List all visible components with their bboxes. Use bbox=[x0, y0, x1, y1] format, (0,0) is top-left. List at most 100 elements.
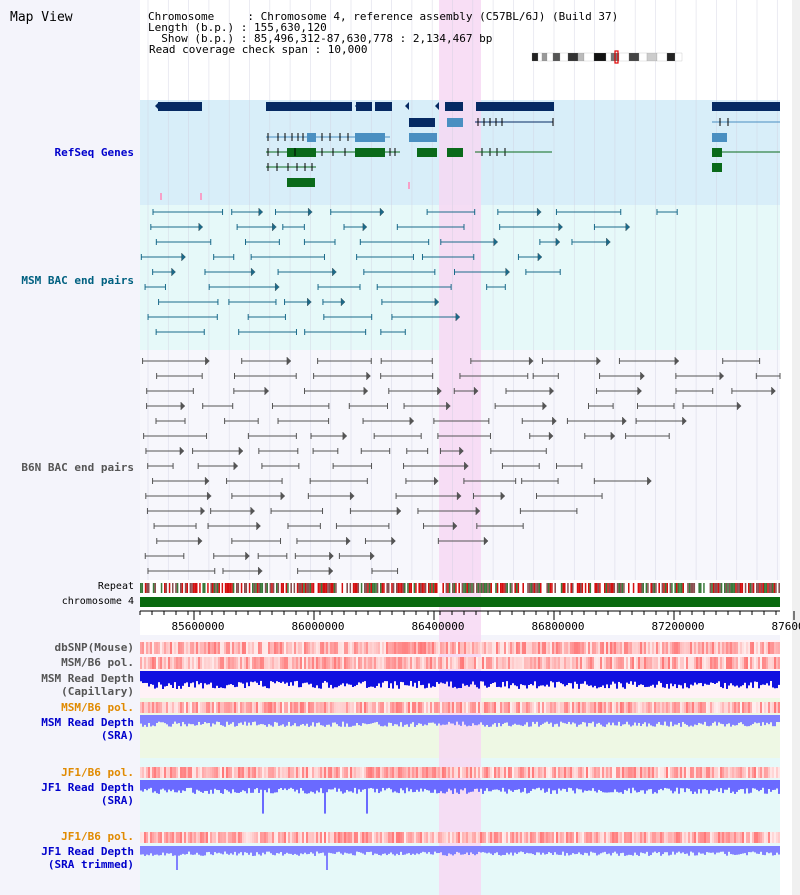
msm-pol2-cell bbox=[270, 702, 272, 713]
dbsnp-cell bbox=[292, 642, 294, 654]
repeat-element bbox=[524, 583, 526, 593]
jf1-pol-cell bbox=[244, 767, 246, 778]
dbsnp-cell bbox=[656, 642, 658, 654]
repeat-element bbox=[208, 583, 211, 593]
dbsnp-cell bbox=[588, 642, 590, 654]
jf1-pol-cell bbox=[616, 767, 618, 778]
msm-pol2-cell bbox=[264, 702, 266, 713]
msm-pol-cell bbox=[738, 657, 740, 669]
msm-sra-depth-bar bbox=[758, 715, 760, 723]
jf1-pol-cell bbox=[596, 767, 598, 778]
jf1-trimmed-depth-bar bbox=[500, 846, 502, 856]
jf1-sra-depth-bar bbox=[528, 780, 530, 793]
msm-pol2-cell bbox=[750, 702, 752, 713]
dbsnp-cell bbox=[242, 642, 244, 654]
msm-pol-cell bbox=[510, 657, 512, 669]
jf1-pol-cell bbox=[630, 767, 632, 778]
jf1-trimmed-depth-bar bbox=[512, 846, 514, 856]
msm-sra-depth-bar bbox=[378, 715, 380, 725]
msm-capillary-depth-bar bbox=[214, 671, 216, 689]
jf1-pol2-cell bbox=[746, 832, 748, 843]
repeat-element bbox=[391, 583, 393, 593]
msm-pol2-cell bbox=[306, 702, 308, 713]
msm-pol2-cell bbox=[602, 702, 604, 713]
msm-sra-depth-bar bbox=[712, 715, 714, 723]
msm-pol-cell bbox=[380, 657, 382, 669]
msm-capillary-depth-bar bbox=[506, 671, 508, 682]
repeat-element bbox=[344, 583, 347, 593]
track-label-msm-depth-sra: MSM Read Depth bbox=[41, 716, 134, 729]
jf1-trimmed-depth-bar bbox=[690, 846, 692, 852]
jf1-pol-cell bbox=[260, 767, 262, 778]
repeat-element bbox=[482, 583, 484, 593]
msm-sra-depth-bar bbox=[410, 715, 412, 724]
jf1-pol2-cell bbox=[552, 832, 554, 843]
msm-sra-depth-bar bbox=[256, 715, 258, 726]
msm-capillary-depth-bar bbox=[282, 671, 284, 682]
b6n-bac-pair-arrow bbox=[475, 506, 481, 516]
jf1-sra-depth-bar bbox=[270, 780, 272, 794]
msm-pol2-cell bbox=[420, 702, 422, 713]
jf1-trimmed-depth-bar bbox=[572, 846, 574, 854]
msm-capillary-depth-bar bbox=[592, 671, 594, 688]
repeat-element bbox=[258, 583, 260, 593]
msm-sra-depth-bar bbox=[572, 715, 574, 723]
jf1-sra-depth-bar bbox=[324, 780, 326, 814]
msm-capillary-depth-bar bbox=[232, 671, 234, 686]
jf1-sra-depth-bar bbox=[696, 780, 698, 794]
repeat-element bbox=[728, 583, 731, 593]
msm-capillary-depth-bar bbox=[640, 671, 642, 685]
jf1-pol2-cell bbox=[184, 832, 186, 843]
jf1-pol-cell bbox=[344, 767, 346, 778]
msm-pol-cell bbox=[658, 657, 660, 669]
msm-pol-cell bbox=[224, 657, 226, 669]
msm-capillary-depth-bar bbox=[606, 671, 608, 685]
repeat-element bbox=[140, 583, 142, 593]
b6n-bac-pair-arrow bbox=[640, 371, 645, 381]
jf1-pol2-cell bbox=[542, 832, 544, 843]
jf1-trimmed-depth-bar bbox=[272, 846, 274, 855]
msm-pol2-cell bbox=[640, 702, 642, 713]
msm-pol-cell bbox=[528, 657, 530, 669]
jf1-trimmed-depth-bar bbox=[594, 846, 596, 853]
msm-sra-depth-bar bbox=[252, 715, 254, 723]
jf1-pol-cell bbox=[394, 767, 396, 778]
jf1-pol2-cell bbox=[754, 832, 756, 843]
jf1-trimmed-depth-bar bbox=[656, 846, 658, 854]
msm-bac-pair-arrow bbox=[434, 297, 440, 307]
msm-capillary-depth-bar bbox=[394, 671, 396, 682]
jf1-pol-cell bbox=[418, 767, 420, 778]
dbsnp-cell bbox=[186, 642, 188, 654]
jf1-pol2-cell bbox=[464, 832, 466, 843]
jf1-trimmed-depth-bar bbox=[432, 846, 434, 855]
jf1-pol2-cell bbox=[192, 832, 194, 843]
dbsnp-cell bbox=[280, 642, 282, 654]
repeat-element bbox=[599, 583, 601, 593]
msm-capillary-depth-bar bbox=[422, 671, 424, 685]
dbsnp-cell bbox=[442, 642, 444, 654]
msm-pol2-cell bbox=[328, 702, 330, 713]
jf1-sra-depth-bar bbox=[386, 780, 388, 789]
msm-pol2-cell bbox=[388, 702, 390, 713]
jf1-pol-cell bbox=[210, 767, 212, 778]
msm-pol-cell bbox=[700, 657, 702, 669]
repeat-element bbox=[480, 583, 483, 593]
repeat-element bbox=[776, 583, 779, 593]
dbsnp-cell bbox=[290, 642, 292, 654]
jf1-pol-cell bbox=[290, 767, 292, 778]
msm-pol2-cell bbox=[694, 702, 696, 713]
jf1-sra-depth-bar bbox=[166, 780, 168, 793]
repeat-element bbox=[744, 583, 747, 593]
jf1-sra-depth-bar bbox=[692, 780, 694, 794]
jf1-sra-depth-bar bbox=[542, 780, 544, 789]
msm-pol-cell bbox=[480, 657, 482, 669]
dbsnp-cell bbox=[356, 642, 358, 654]
jf1-pol-cell bbox=[490, 767, 492, 778]
jf1-sra-depth-bar bbox=[638, 780, 640, 793]
jf1-pol2-cell bbox=[446, 832, 448, 843]
repeat-element bbox=[220, 583, 222, 593]
dbsnp-cell bbox=[634, 642, 636, 654]
jf1-pol2-cell bbox=[512, 832, 514, 843]
jf1-pol-cell bbox=[680, 767, 682, 778]
